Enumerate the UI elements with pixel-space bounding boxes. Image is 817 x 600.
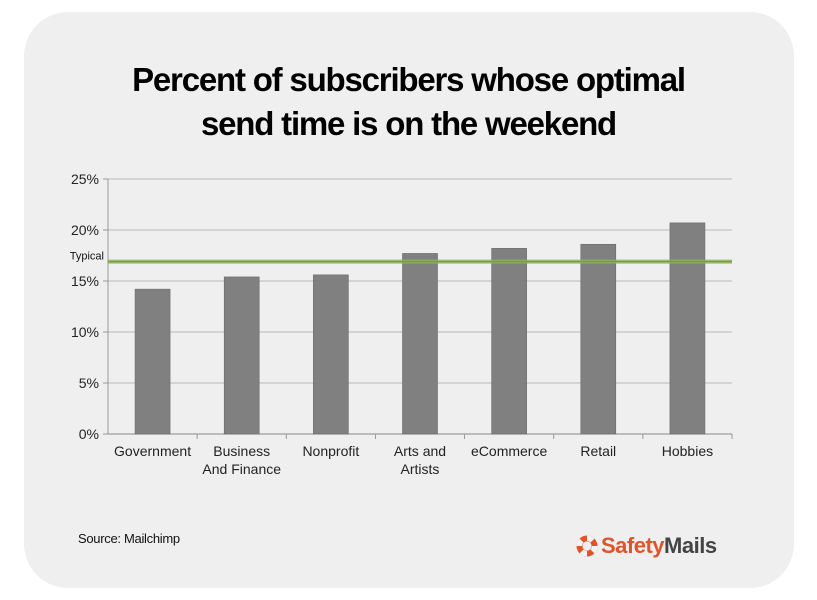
bar	[223, 276, 260, 435]
typical-label: Typical	[70, 251, 104, 263]
brand-name: SafetyMails	[601, 533, 717, 558]
x-tick-label: Arts and	[394, 443, 446, 459]
lifebuoy-icon	[576, 535, 598, 557]
x-tick-label: Nonprofit	[302, 443, 359, 459]
bar	[134, 288, 171, 435]
y-tick-label: 20%	[71, 222, 99, 238]
x-tick-label: Artists	[401, 461, 440, 477]
x-tick-label: Hobbies	[662, 443, 713, 459]
title-line-1: Percent of subscribers whose optimal	[132, 61, 686, 98]
safetymails-logo: SafetyMails	[575, 530, 717, 562]
x-tick-label: Government	[114, 443, 191, 459]
y-tick-label: 10%	[71, 324, 99, 340]
y-tick-label: 5%	[79, 375, 99, 391]
bar	[491, 248, 527, 435]
bar	[402, 253, 438, 435]
x-tick-label: And Finance	[202, 461, 281, 477]
bar	[313, 274, 349, 435]
bar	[669, 222, 706, 435]
bar	[580, 243, 617, 435]
chart-title: Percent of subscribers whose optimal sen…	[0, 58, 817, 146]
x-tick-label: eCommerce	[471, 443, 547, 459]
source-note: Source: Mailchimp	[78, 531, 180, 546]
title-line-2: send time is on the weekend	[200, 105, 617, 142]
x-tick-label: Retail	[580, 443, 616, 459]
y-tick-label: 15%	[71, 273, 99, 289]
x-tick-label: Business	[213, 443, 270, 459]
y-tick-label: 0%	[79, 426, 99, 442]
y-tick-label: 25%	[71, 171, 99, 187]
